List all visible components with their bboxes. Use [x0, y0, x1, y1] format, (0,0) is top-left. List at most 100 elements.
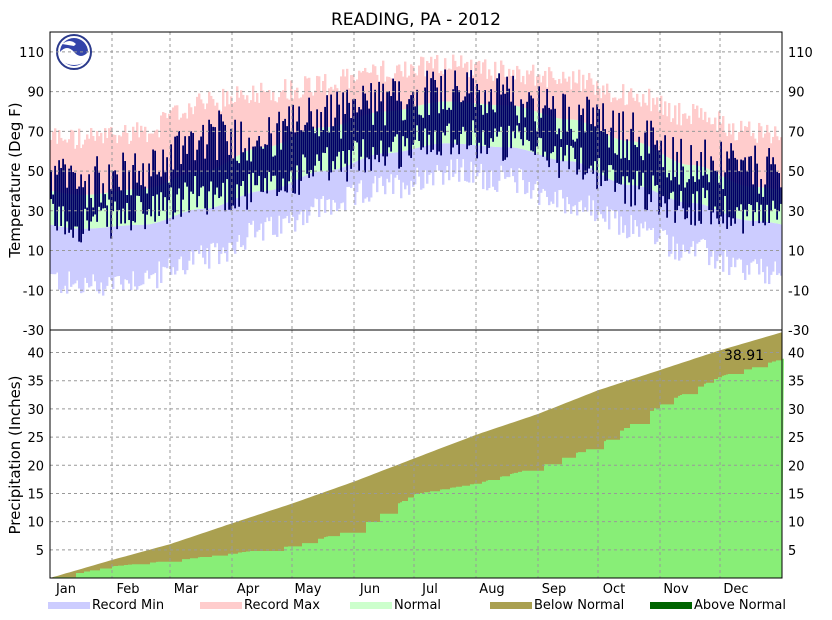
- record-max-bar: [376, 74, 379, 113]
- record-min-bar: [306, 174, 309, 223]
- observed-day-bar: [282, 121, 284, 179]
- observed-day-bar: [778, 173, 780, 212]
- month-tick-label: Mar: [174, 582, 199, 597]
- record-max-bar: [582, 74, 585, 123]
- record-min-bar: [276, 188, 279, 237]
- observed-day-bar: [368, 108, 370, 160]
- normal-range-bar: [200, 171, 203, 209]
- precipitation-tick-label-right: 5: [788, 544, 796, 559]
- record-min-bar: [738, 218, 741, 259]
- record-min-bar: [780, 224, 783, 276]
- observed-day-bar: [460, 102, 462, 134]
- observed-day-bar: [88, 174, 90, 231]
- observed-day-bar: [166, 157, 168, 224]
- record-min-bar: [528, 150, 531, 182]
- record-min-bar: [506, 147, 509, 178]
- record-min-bar: [716, 209, 719, 262]
- record-min-bar: [272, 189, 275, 235]
- observed-day-bar: [382, 83, 384, 157]
- observed-day-bar: [192, 132, 194, 194]
- record-max-bar: [164, 112, 167, 184]
- observed-day-bar: [764, 184, 766, 226]
- record-min-bar: [230, 200, 233, 244]
- observed-day-bar: [90, 197, 92, 222]
- record-min-bar: [206, 208, 209, 249]
- observed-day-bar: [558, 128, 560, 178]
- record-max-bar: [694, 108, 697, 166]
- record-min-bar: [168, 218, 171, 259]
- record-min-bar: [732, 216, 735, 258]
- record-min-bar: [490, 146, 493, 171]
- observed-day-bar: [552, 96, 554, 153]
- observed-day-bar: [632, 112, 634, 180]
- record-min-bar: [466, 144, 469, 182]
- record-max-bar: [536, 76, 539, 112]
- record-max-bar: [550, 71, 553, 117]
- record-min-bar: [90, 228, 93, 287]
- record-min-bar: [292, 181, 295, 217]
- record-max-bar: [724, 132, 727, 178]
- record-max-bar: [168, 113, 171, 182]
- observed-day-bar: [678, 184, 680, 206]
- precipitation-tick-label-left: 30: [27, 403, 44, 418]
- observed-day-bar: [498, 73, 500, 132]
- record-max-bar: [56, 143, 59, 193]
- observed-day-bar: [732, 150, 734, 219]
- month-tick-label: Jun: [359, 582, 380, 597]
- record-min-bar: [522, 149, 525, 181]
- record-max-bar: [642, 94, 645, 144]
- observed-day-bar: [152, 149, 154, 197]
- record-min-bar: [626, 184, 629, 239]
- normal-range-bar: [670, 159, 673, 199]
- record-min-bar: [220, 204, 223, 254]
- record-max-bar: [76, 145, 79, 195]
- observed-day-bar: [734, 157, 736, 224]
- record-min-bar: [332, 170, 335, 200]
- observed-day-bar: [186, 153, 188, 187]
- record-max-bar: [776, 136, 779, 190]
- record-max-bar: [296, 87, 299, 136]
- record-min-bar: [754, 220, 757, 260]
- record-min-bar: [190, 210, 193, 252]
- record-min-bar: [442, 143, 445, 185]
- observed-day-bar: [492, 109, 494, 142]
- observed-day-bar: [50, 170, 52, 200]
- record-max-bar: [594, 94, 597, 128]
- record-max-bar: [138, 137, 141, 189]
- observed-day-bar: [544, 105, 546, 152]
- record-min-bar: [428, 145, 431, 175]
- observed-day-bar: [770, 164, 772, 211]
- record-min-bar: [624, 184, 627, 226]
- record-min-bar: [676, 200, 679, 244]
- record-max-bar: [254, 101, 257, 149]
- observed-day-bar: [566, 131, 568, 145]
- record-max-bar: [578, 69, 581, 121]
- record-min-bar: [326, 170, 329, 200]
- observed-precipitation-area: [50, 358, 784, 578]
- record-max-bar: [616, 100, 619, 139]
- record-max-bar: [462, 67, 465, 103]
- observed-day-bar: [744, 157, 746, 210]
- record-max-bar: [540, 82, 543, 114]
- record-max-bar: [606, 83, 609, 135]
- record-min-bar: [174, 215, 177, 275]
- normal-range-bar: [226, 162, 229, 203]
- record-min-bar: [120, 225, 123, 285]
- observed-day-bar: [720, 141, 722, 217]
- record-max-bar: [150, 133, 153, 188]
- record-min-bar: [576, 162, 579, 216]
- record-max-bar: [660, 95, 663, 154]
- record-min-bar: [680, 201, 683, 258]
- record-max-bar: [306, 78, 309, 131]
- record-max-bar: [142, 130, 145, 189]
- month-tick-label: Jul: [421, 582, 438, 597]
- record-min-bar: [336, 169, 339, 212]
- record-max-bar: [610, 102, 613, 137]
- observed-day-bar: [154, 150, 156, 222]
- record-max-bar: [406, 77, 409, 109]
- record-min-bar: [486, 146, 489, 191]
- record-min-bar: [740, 219, 743, 260]
- observed-day-bar: [184, 136, 186, 183]
- observed-day-bar: [100, 202, 102, 211]
